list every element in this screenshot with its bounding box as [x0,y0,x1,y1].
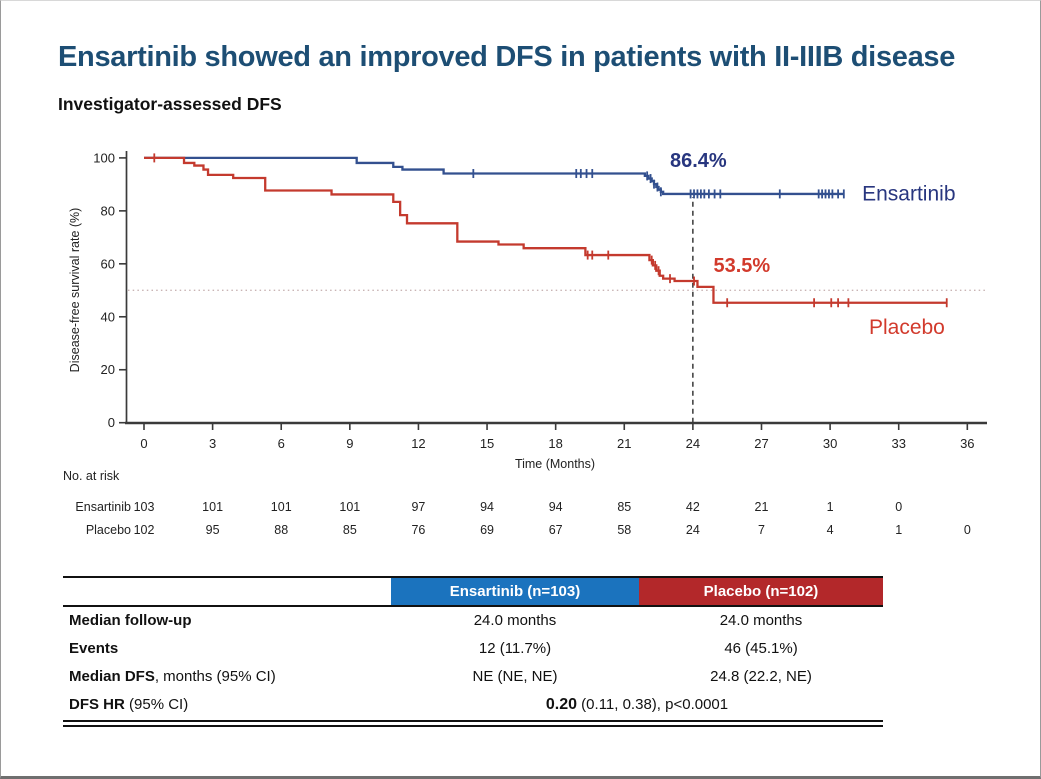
risk-count: 85 [342,523,357,537]
ensartinib-value: NE (NE, NE) [472,668,558,685]
series-label-placebo: Placebo [869,316,945,339]
summary-row-median-followup: Median follow-up 24.0 months 24.0 months [63,607,883,635]
risk-count: 1 [895,523,903,537]
x-tick-label: 12 [411,436,425,451]
y-axis-title: Disease-free survival rate (%) [68,208,82,373]
risk-count: 102 [133,523,155,537]
risk-count: 76 [411,523,426,537]
risk-count: 0 [963,523,971,537]
placebo-value: 24.0 months [719,612,803,629]
row-label: Median DFS, months (95% CI) [69,668,276,685]
summary-header-row: Ensartinib (n=103) Placebo (n=102) [63,578,883,607]
risk-count: 4 [826,523,834,537]
x-tick-label: 24 [686,436,700,451]
x-tick-label: 27 [754,436,768,451]
risk-count: 101 [202,500,224,514]
risk-count: 101 [270,500,292,514]
summary-header-blank-cell [63,578,391,605]
y-tick-label: 20 [101,362,115,377]
row-label: Median follow-up [69,612,192,629]
hazard-ratio-value: 0.20 (0.11, 0.38), p<0.0001 [545,696,729,713]
x-tick-label: 36 [960,436,974,451]
page-title: Ensartinib showed an improved DFS in pat… [58,41,956,73]
x-tick-label: 30 [823,436,837,451]
risk-count: 42 [685,500,700,514]
x-tick-label: 6 [278,436,285,451]
risk-count: 94 [480,500,494,514]
placebo-value: 46 (45.1%) [724,640,798,657]
risk-count: 94 [548,500,563,514]
x-tick-label: 3 [209,436,216,451]
risk-count: 7 [758,523,765,537]
summary-table: Ensartinib (n=103) Placebo (n=102) Media… [63,576,883,727]
x-tick-label: 0 [140,436,147,451]
risk-count: 85 [617,500,632,514]
risk-count: 0 [895,500,903,514]
summary-row-events: Events 12 (11.7%) 46 (45.1%) [63,635,883,663]
risk-table-heading: No. at risk [63,469,120,483]
risk-count: 69 [480,523,494,537]
summary-row-median-dfs: Median DFS, months (95% CI) NE (NE, NE) … [63,663,883,691]
summary-row-dfs-hr: DFS HR (95% CI) 0.20 (0.11, 0.38), p<0.0… [63,691,883,719]
chart-subtitle: Investigator-assessed DFS [58,94,282,114]
y-tick-label: 60 [101,256,115,271]
row-label: Events [69,640,119,657]
landmark-label-ensartinib: 86.4% [670,150,727,172]
risk-count: 88 [274,523,289,537]
ensartinib-value: 12 (11.7%) [478,640,552,657]
y-tick-label: 40 [101,309,115,324]
x-tick-label: 33 [891,436,905,451]
x-tick-label: 18 [548,436,562,451]
risk-row-label-placebo: Placebo [85,523,131,537]
risk-count: 1 [826,500,834,514]
ensartinib-value: 24.0 months [473,612,557,629]
y-tick-label: 80 [101,203,115,218]
x-tick-label: 15 [480,436,494,451]
x-tick-label: 21 [617,436,631,451]
series-label-ensartinib: Ensartinib [862,182,955,205]
y-tick-label: 0 [108,415,115,430]
x-axis-title: Time (Months) [515,457,595,471]
risk-row-label-ensartinib: Ensartinib [75,500,131,514]
risk-count: 103 [133,500,155,514]
table-bottom-rule [63,720,883,727]
landmark-label-placebo: 53.5% [713,255,770,277]
summary-header-placebo: Placebo (n=102) [639,578,883,605]
risk-count: 101 [339,500,361,514]
risk-count: 58 [617,523,632,537]
risk-count: 24 [685,523,700,537]
placebo-value: 24.8 (22.2, NE) [710,668,812,685]
row-label: DFS HR (95% CI) [69,696,189,713]
risk-count: 67 [548,523,563,537]
curve-placebo [144,156,947,304]
y-tick-label: 100 [93,150,115,165]
risk-count: 21 [754,500,769,514]
summary-header-ensartinib: Ensartinib (n=103) [391,578,639,605]
risk-count: 95 [205,523,220,537]
x-tick-label: 9 [346,436,353,451]
risk-count: 97 [411,500,426,514]
